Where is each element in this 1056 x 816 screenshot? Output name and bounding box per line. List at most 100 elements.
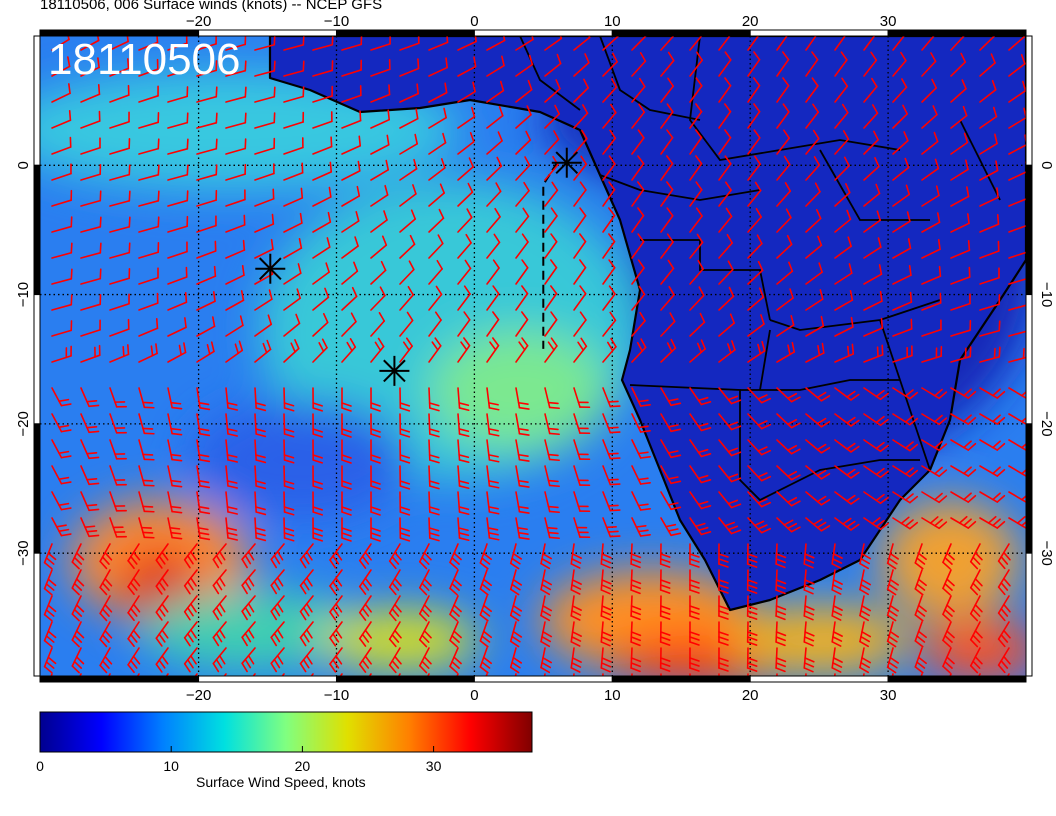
- wind-barb: [660, 259, 675, 285]
- wind-barb: [312, 85, 334, 103]
- wind-barb: [329, 543, 343, 569]
- wind-barb: [886, 647, 900, 674]
- wind-barb: [602, 36, 619, 51]
- wind-barb: [283, 137, 304, 155]
- wind-barb: [183, 569, 198, 595]
- wind-barb: [602, 155, 616, 181]
- wind-barb: [457, 56, 477, 77]
- lon-tick-label-top: 30: [880, 13, 897, 30]
- wind-barb: [428, 285, 443, 311]
- wind-barb: [570, 595, 582, 621]
- wind-barb: [921, 319, 942, 337]
- wind-barb: [80, 36, 100, 51]
- wind-barb: [43, 569, 57, 596]
- wind-barb: [138, 138, 160, 155]
- wind-barb: [718, 595, 729, 620]
- wind-barb: [631, 181, 645, 207]
- wind-barb: [602, 337, 617, 363]
- wind-barb: [370, 286, 386, 311]
- wind-barb: [776, 288, 794, 311]
- wind-barb: [863, 491, 889, 505]
- wind-barb: [805, 315, 825, 337]
- wind-barb: [127, 543, 141, 569]
- wind-barb: [388, 647, 402, 674]
- wind-barb: [109, 318, 130, 337]
- wind-barb: [99, 621, 113, 648]
- wind-barb: [428, 491, 440, 516]
- wind-barb: [312, 517, 324, 542]
- wind-barb: [399, 260, 415, 285]
- wind-barb: [283, 288, 301, 311]
- lat-tick-label-right: −20: [1038, 411, 1055, 436]
- wind-barb: [341, 465, 352, 490]
- wind-barb: [138, 439, 155, 461]
- axis-bar-segment: [887, 675, 1027, 683]
- wind-barb: [602, 78, 618, 103]
- wind-barb: [718, 340, 736, 363]
- wind-barb: [834, 103, 849, 129]
- lon-tick-label-bottom: 10: [604, 687, 621, 704]
- wind-barb: [979, 36, 996, 51]
- wind-barb: [892, 465, 919, 478]
- wind-barb: [399, 337, 413, 363]
- wind-barb: [428, 82, 448, 103]
- wind-barb: [892, 104, 908, 129]
- wind-barb: [225, 264, 245, 285]
- wind-barb: [540, 543, 553, 570]
- wind-barb: [660, 77, 675, 103]
- wind-barb: [718, 77, 732, 103]
- wind-barb: [341, 110, 362, 129]
- wind-barb: [370, 59, 391, 77]
- wind-barb: [660, 338, 677, 363]
- wind-barb: [167, 439, 183, 462]
- wind-barb: [486, 233, 501, 259]
- wind-barb: [457, 81, 476, 103]
- wind-barb: [718, 517, 742, 535]
- wind-barb: [370, 184, 389, 207]
- wind-barb: [341, 59, 362, 77]
- wind-barb: [399, 387, 411, 412]
- colorbar-tick-label: 10: [163, 758, 179, 774]
- wind-barb: [863, 104, 879, 129]
- wind-barb: [341, 338, 357, 363]
- wind-barb: [341, 517, 352, 542]
- wind-barb: [631, 129, 645, 155]
- wind-barb: [299, 595, 314, 621]
- wind-barb: [863, 264, 883, 285]
- wind-barb: [457, 337, 471, 363]
- wind-barb: [196, 240, 217, 259]
- wind-barb: [689, 387, 712, 406]
- wind-barb: [80, 110, 101, 129]
- wind-barb: [689, 36, 704, 51]
- wind-barb: [370, 337, 385, 363]
- wind-barb: [863, 77, 878, 103]
- wind-barb: [997, 595, 1011, 622]
- wind-barb: [428, 387, 440, 412]
- wind-barb: [71, 621, 85, 648]
- lat-tick-label-left: −10: [15, 282, 32, 307]
- wind-barb: [942, 647, 955, 674]
- wind-barb: [921, 491, 948, 504]
- lon-tick-label-top: 10: [604, 13, 621, 30]
- wind-barb: [950, 36, 966, 51]
- wind-barb: [831, 621, 843, 647]
- wind-barb: [341, 312, 357, 337]
- wind-barb: [109, 164, 131, 181]
- wind-barb: [631, 233, 645, 259]
- wind-barb: [515, 285, 529, 311]
- wind-barb: [950, 293, 971, 311]
- wind-barb: [747, 413, 772, 430]
- wind-barb: [747, 491, 772, 508]
- wind-barb: [573, 104, 589, 129]
- asterisk-marker: [551, 147, 582, 178]
- wind-barb: [51, 439, 72, 459]
- wind-barb: [573, 53, 590, 77]
- wind-barb: [997, 543, 1011, 570]
- wind-barb: [254, 112, 276, 129]
- wind-barb: [805, 465, 831, 480]
- wind-barb: [573, 439, 591, 461]
- wind-barb: [573, 129, 588, 155]
- wind-barb: [479, 595, 492, 622]
- wind-barb: [51, 242, 73, 259]
- wind-barb: [834, 439, 860, 453]
